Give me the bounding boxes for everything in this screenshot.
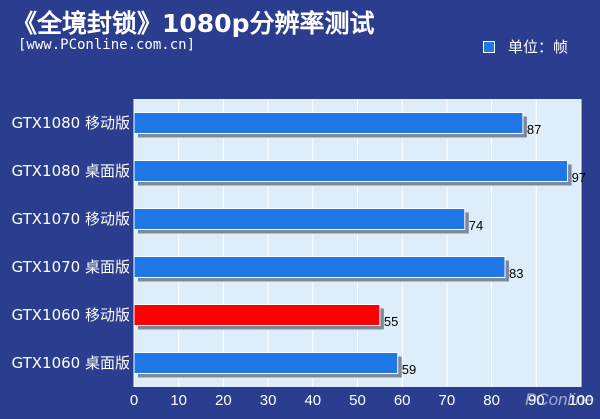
category-label: GTX1060 移动版 <box>12 306 130 324</box>
category-label: GTX1080 移动版 <box>12 114 130 132</box>
category-label: GTX1070 桌面版 <box>12 258 130 276</box>
x-tick-label: 30 <box>260 392 277 409</box>
data-label: 83 <box>509 266 523 281</box>
x-tick-label: 90 <box>528 392 545 409</box>
x-tick-label: 40 <box>304 392 321 409</box>
legend-label: 单位：帧 <box>508 38 569 56</box>
bar <box>133 208 466 230</box>
data-label: 59 <box>402 362 416 377</box>
bar <box>133 304 381 326</box>
data-label: 87 <box>527 122 541 137</box>
x-tick-label: 50 <box>349 392 366 409</box>
watermark-text: PConline <box>525 390 594 409</box>
category-label: GTX1060 桌面版 <box>12 354 130 372</box>
x-tick-label: 20 <box>215 392 232 409</box>
data-label: 97 <box>572 170 586 185</box>
chart-title: 《全境封锁》1080p分辨率测试 <box>12 9 375 38</box>
bar <box>133 112 524 134</box>
pconline-watermark: PConline <box>525 390 594 409</box>
source-url: [www.PConline.com.cn] <box>18 37 196 53</box>
category-label: GTX1080 桌面版 <box>12 162 130 180</box>
x-tick-label: 70 <box>439 392 456 409</box>
x-tick-label: 0 <box>130 392 138 409</box>
legend: 单位：帧 <box>483 36 568 57</box>
bar <box>133 256 506 278</box>
x-tick-label: 80 <box>483 392 500 409</box>
bar <box>133 160 569 182</box>
x-tick-label: 100 <box>568 392 593 409</box>
x-tick-label: 60 <box>394 392 411 409</box>
x-tick-label: 10 <box>170 392 187 409</box>
data-label: 55 <box>384 314 398 329</box>
bar <box>133 352 399 374</box>
data-label: 74 <box>469 218 483 233</box>
legend-swatch <box>483 40 495 53</box>
category-label: GTX1070 移动版 <box>12 210 130 228</box>
